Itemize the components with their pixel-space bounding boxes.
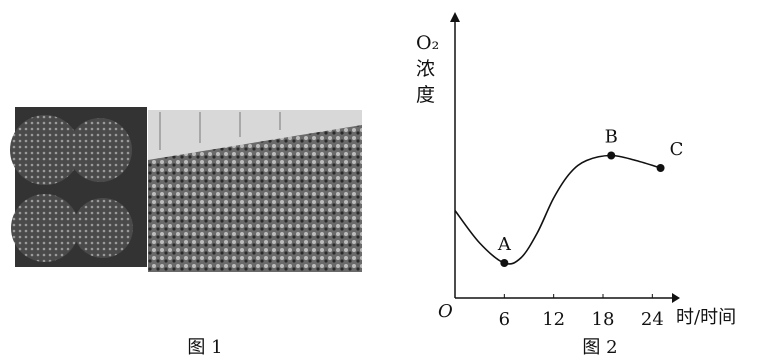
- x-tick-label: 24: [641, 309, 664, 330]
- figure1-caption: 图 1: [187, 337, 222, 358]
- point-label: B: [605, 127, 618, 148]
- point: [657, 164, 665, 172]
- point-label: C: [670, 139, 684, 160]
- x-arrow: [672, 293, 680, 303]
- x-axis-label: 时/时间: [676, 307, 736, 328]
- origin-label: O: [438, 301, 453, 322]
- x-tick-label: 6: [499, 309, 510, 330]
- figure2-caption: 图 2: [582, 337, 617, 358]
- point-label: A: [497, 234, 512, 255]
- photo-logs: [10, 107, 147, 267]
- line: [455, 156, 661, 264]
- y-arrow: [450, 12, 460, 22]
- y-axis-label: O₂浓度: [416, 30, 440, 108]
- photo-field: [148, 110, 362, 272]
- figure: 图 1 图 2 O 时/时间 6 12 18 24 A B C O₂浓度: [0, 0, 770, 360]
- canvas: 图 1 图 2 O 时/时间 6 12 18 24 A B C: [0, 0, 770, 360]
- x-tick-label: 12: [542, 309, 565, 330]
- point: [607, 152, 615, 160]
- x-tick-label: 18: [592, 309, 615, 330]
- point: [500, 259, 508, 267]
